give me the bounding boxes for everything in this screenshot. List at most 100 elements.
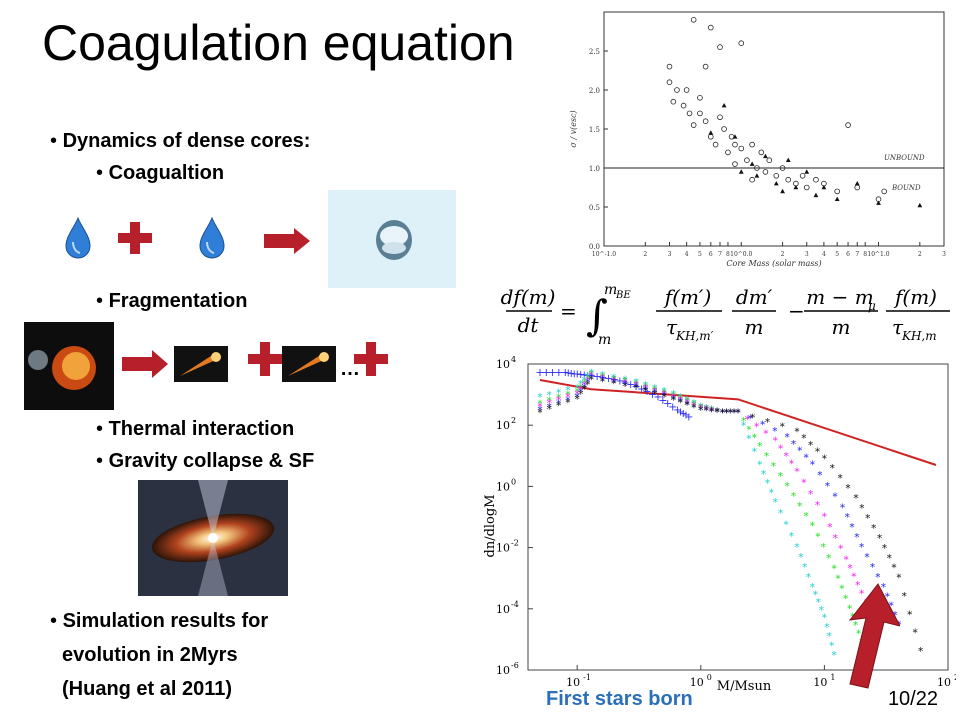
scatter-point-circle [690, 16, 697, 23]
mf-data-point: + [583, 369, 592, 382]
mf-data-point: * [772, 426, 777, 437]
mf-data-point: * [848, 563, 853, 574]
mf-data-point: * [671, 395, 676, 406]
scatter-y-axis-label: σ / v(esc) [569, 110, 578, 147]
mf-data-point: * [547, 396, 552, 407]
mf-y-tick-label: 10 [496, 419, 510, 432]
mf-data-point: * [757, 460, 762, 471]
mf-data-point: * [773, 436, 778, 447]
scatter-point-circle [744, 157, 750, 164]
eq-int-lower: m [598, 332, 611, 348]
mf-y-tick-exponent: -2 [511, 539, 519, 548]
mf-data-point: * [804, 511, 809, 522]
bullet-thermal: Thermal interaction [96, 418, 295, 441]
mf-data-point: * [709, 407, 714, 418]
svg-text:=: = [560, 299, 577, 323]
mf-data-point: * [764, 452, 769, 463]
scatter-point-triangle [780, 188, 785, 194]
scatter-point-triangle [793, 184, 799, 190]
scatter-y-tick-label: 0.0 [589, 243, 600, 251]
mf-data-point: * [578, 388, 583, 399]
comet-image [174, 346, 228, 382]
scatter-point-triangle [834, 196, 840, 201]
mf-data-point: * [691, 401, 696, 412]
mf-data-point: + [564, 367, 573, 380]
mf-data-point: + [684, 410, 693, 423]
mf-data-point: * [728, 408, 733, 419]
mf-data-point: * [752, 433, 757, 444]
mf-data-point: * [685, 400, 690, 411]
eq-f3-denominator: τ [892, 315, 904, 339]
mf-data-point: + [668, 400, 677, 413]
mf-data-point: * [865, 553, 870, 564]
mf-data-point: * [662, 390, 667, 401]
mf-data-point: * [720, 408, 725, 419]
comet-image [282, 346, 336, 382]
mf-data-point: * [678, 397, 683, 408]
arrow-right-icon [264, 228, 310, 254]
ellipsis-text: … [340, 358, 360, 380]
mf-data-point: * [804, 453, 809, 464]
scatter-point-triangle [763, 153, 768, 159]
mf-data-point: * [537, 402, 542, 413]
mf-data-point: * [765, 418, 770, 429]
eq-int-upper-sub: BE [615, 290, 631, 301]
mf-data-point: * [789, 459, 794, 470]
mf-data-point: * [671, 393, 676, 404]
mf-data-point: * [698, 406, 703, 417]
mf-data-point: * [578, 380, 583, 391]
svg-text:−: − [788, 299, 805, 323]
mf-data-point: * [589, 373, 594, 384]
mf-data-point: + [632, 380, 641, 393]
mf-data-point: * [556, 401, 561, 412]
mf-data-point: * [797, 501, 802, 512]
water-drop-icon [199, 216, 225, 259]
mf-data-point: * [715, 407, 720, 418]
mf-data-point: * [887, 553, 892, 564]
mf-data-point: * [585, 378, 590, 389]
scatter-point-circle [766, 157, 773, 164]
mf-data-point: + [535, 366, 544, 379]
scatter-point-circle [666, 63, 673, 70]
mf-data-point: * [565, 390, 570, 401]
eq-dm-denominator: m [745, 315, 764, 339]
scatter-point-circle [708, 24, 714, 31]
scatter-point-circle [845, 122, 851, 128]
mf-data-point: * [537, 406, 542, 417]
mf-data-point: + [598, 371, 607, 384]
mf-data-point: * [771, 461, 776, 472]
mf-data-point: * [810, 460, 815, 471]
mf-data-point: * [732, 408, 737, 419]
mf-data-point: * [652, 386, 657, 397]
mf-data-point: + [587, 369, 596, 382]
mf-y-tick-exponent: -4 [511, 600, 519, 609]
mf-data-point: * [724, 408, 729, 419]
mf-data-point: * [691, 399, 696, 410]
bullet-simulation: Simulation results for [50, 610, 269, 633]
mf-data-point: * [806, 572, 811, 583]
scatter-point-circle [697, 95, 703, 101]
mf-data-point: * [728, 408, 733, 419]
eq-lhs-denominator: dt [518, 313, 540, 337]
scatter-point-triangle [721, 103, 727, 108]
mf-data-point: * [709, 405, 714, 416]
scatter-point-circle [712, 141, 719, 148]
mf-data-point: * [600, 375, 605, 386]
scatter-point-circle [799, 173, 806, 179]
mf-data-point: * [808, 489, 813, 500]
mf-data-point: * [918, 647, 923, 658]
page-title: Coagulation equation [42, 15, 515, 71]
mf-data-point: * [611, 376, 616, 387]
scatter-x-tick-label: 6 [709, 251, 713, 258]
coagulation-equation: df(m) dt = ∫ m BE m f(m′) τ KH,m′ dm′ m … [501, 282, 950, 348]
scatter-point-triangle [804, 169, 810, 174]
scatter-point-circle [690, 122, 697, 128]
mf-data-point: * [643, 383, 648, 394]
scatter-point-circle [697, 110, 703, 117]
mf-data-point: * [671, 391, 676, 402]
scatter-x-tick-label: 2 [918, 251, 922, 258]
mf-x-tick-label: 10 [566, 676, 580, 689]
mf-data-point: * [547, 402, 552, 413]
mf-x-tick-label: 10 [937, 676, 951, 689]
scatter-point-circle [749, 176, 755, 183]
